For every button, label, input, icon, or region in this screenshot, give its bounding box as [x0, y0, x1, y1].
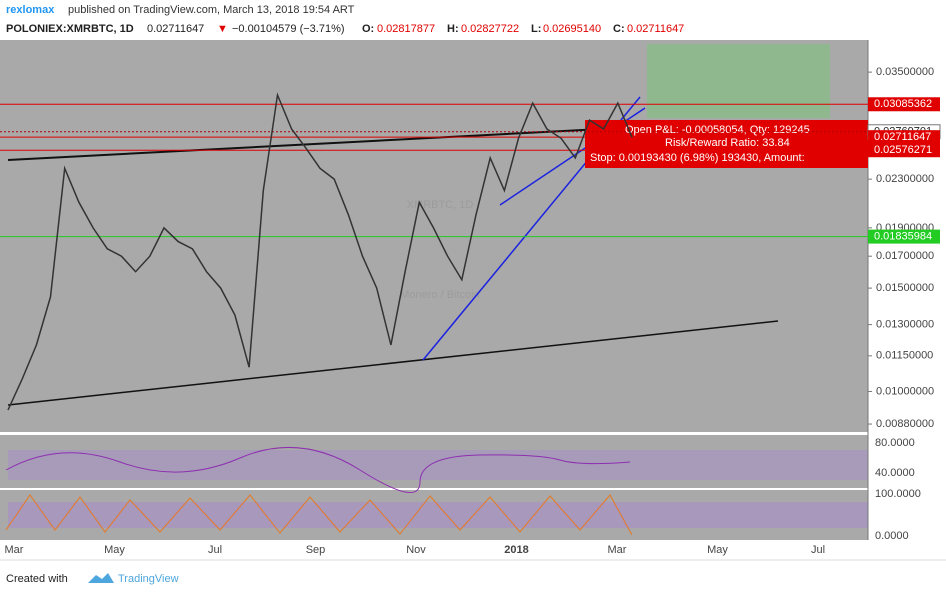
price-tag — [868, 130, 940, 145]
change: −0.00104579 (−3.71%) — [232, 23, 345, 35]
stoch-line — [5, 494, 633, 536]
footer-brand[interactable]: TradingView — [118, 573, 179, 585]
y-tick-label: 0.01000000 — [876, 385, 934, 397]
published: published on TradingView.com, March 13, … — [68, 4, 355, 16]
rsi-band — [8, 450, 868, 480]
close: 0.02711647 — [627, 23, 684, 35]
price-tag — [868, 97, 940, 112]
x-tick-label: May — [104, 544, 125, 556]
x-tick-label: Mar — [5, 544, 24, 556]
y-tick-label: 0.01300000 — [876, 318, 934, 330]
x-tick-label: May — [707, 544, 728, 556]
y-tick-label: 0.01500000 — [876, 282, 934, 294]
high: 0.02827722 — [461, 23, 519, 35]
ohlc: POLONIEX:XMRBTC, 1D 0.02711647 ▼ −0.0010… — [6, 23, 684, 35]
open: 0.02817877 — [377, 23, 435, 35]
rsi-tick: 80.0000 — [875, 437, 915, 449]
x-tick-label: Jul — [811, 544, 825, 556]
price-tag-label: 0.01835984 — [874, 230, 932, 242]
price-line-series — [7, 92, 633, 411]
position-ratio: Risk/Reward Ratio: 33.84 — [665, 137, 790, 149]
x-tick-label: Sep — [306, 544, 326, 556]
symbol: POLONIEX:XMRBTC, 1D — [6, 23, 134, 35]
price-tag — [868, 143, 940, 158]
stoch-tick: 100.0000 — [875, 488, 921, 500]
target-zone — [647, 44, 830, 118]
x-tick-label: 2018 — [504, 544, 528, 556]
y-tick-label: 0.03500000 — [876, 66, 934, 78]
author: rexlomax — [6, 4, 55, 16]
y-tick-label: 0.00880000 — [876, 418, 934, 430]
stoch-band — [8, 502, 868, 528]
watermark-symbol: XMRBTC, 1D — [407, 199, 474, 211]
watermark-name: Monero / Bitcoin — [400, 289, 479, 301]
footer-created: Created with — [6, 573, 68, 585]
price-tag — [868, 229, 940, 244]
arrow: ▼ — [217, 23, 228, 35]
y-tick-label: 0.01700000 — [876, 250, 934, 262]
x-tick-label: Mar — [608, 544, 627, 556]
trend-line — [7, 320, 779, 406]
y-tick-label: 0.01150000 — [876, 350, 933, 362]
price-tag-label: 0.03085362 — [874, 98, 932, 110]
x-tick-label: Nov — [406, 544, 426, 556]
l-label: L: — [531, 23, 541, 35]
last: 0.02711647 — [147, 23, 204, 35]
position-pnl: Open P&L: -0.00058054, Qty: 129245 — [625, 124, 810, 136]
rsi-tick: 40.0000 — [875, 467, 915, 479]
c-label: C: — [613, 23, 625, 35]
h-label: H: — [447, 23, 459, 35]
y-tick-label: 0.02300000 — [876, 173, 934, 185]
trend-line — [7, 126, 641, 161]
x-tick-label: Jul — [208, 544, 222, 556]
o-label: O: — [362, 23, 374, 35]
rsi-line — [5, 446, 631, 494]
price-tag-label: 0.02711647 — [874, 131, 931, 143]
price-tag-label: 0.02576271 — [874, 144, 932, 156]
logo — [88, 573, 114, 583]
position-stop: Stop: 0.00193430 (6.98%) 193430, Amount: — [590, 152, 805, 164]
stoch-tick: 0.0000 — [875, 530, 909, 542]
low: 0.02695140 — [543, 23, 601, 35]
position-box — [585, 120, 868, 168]
